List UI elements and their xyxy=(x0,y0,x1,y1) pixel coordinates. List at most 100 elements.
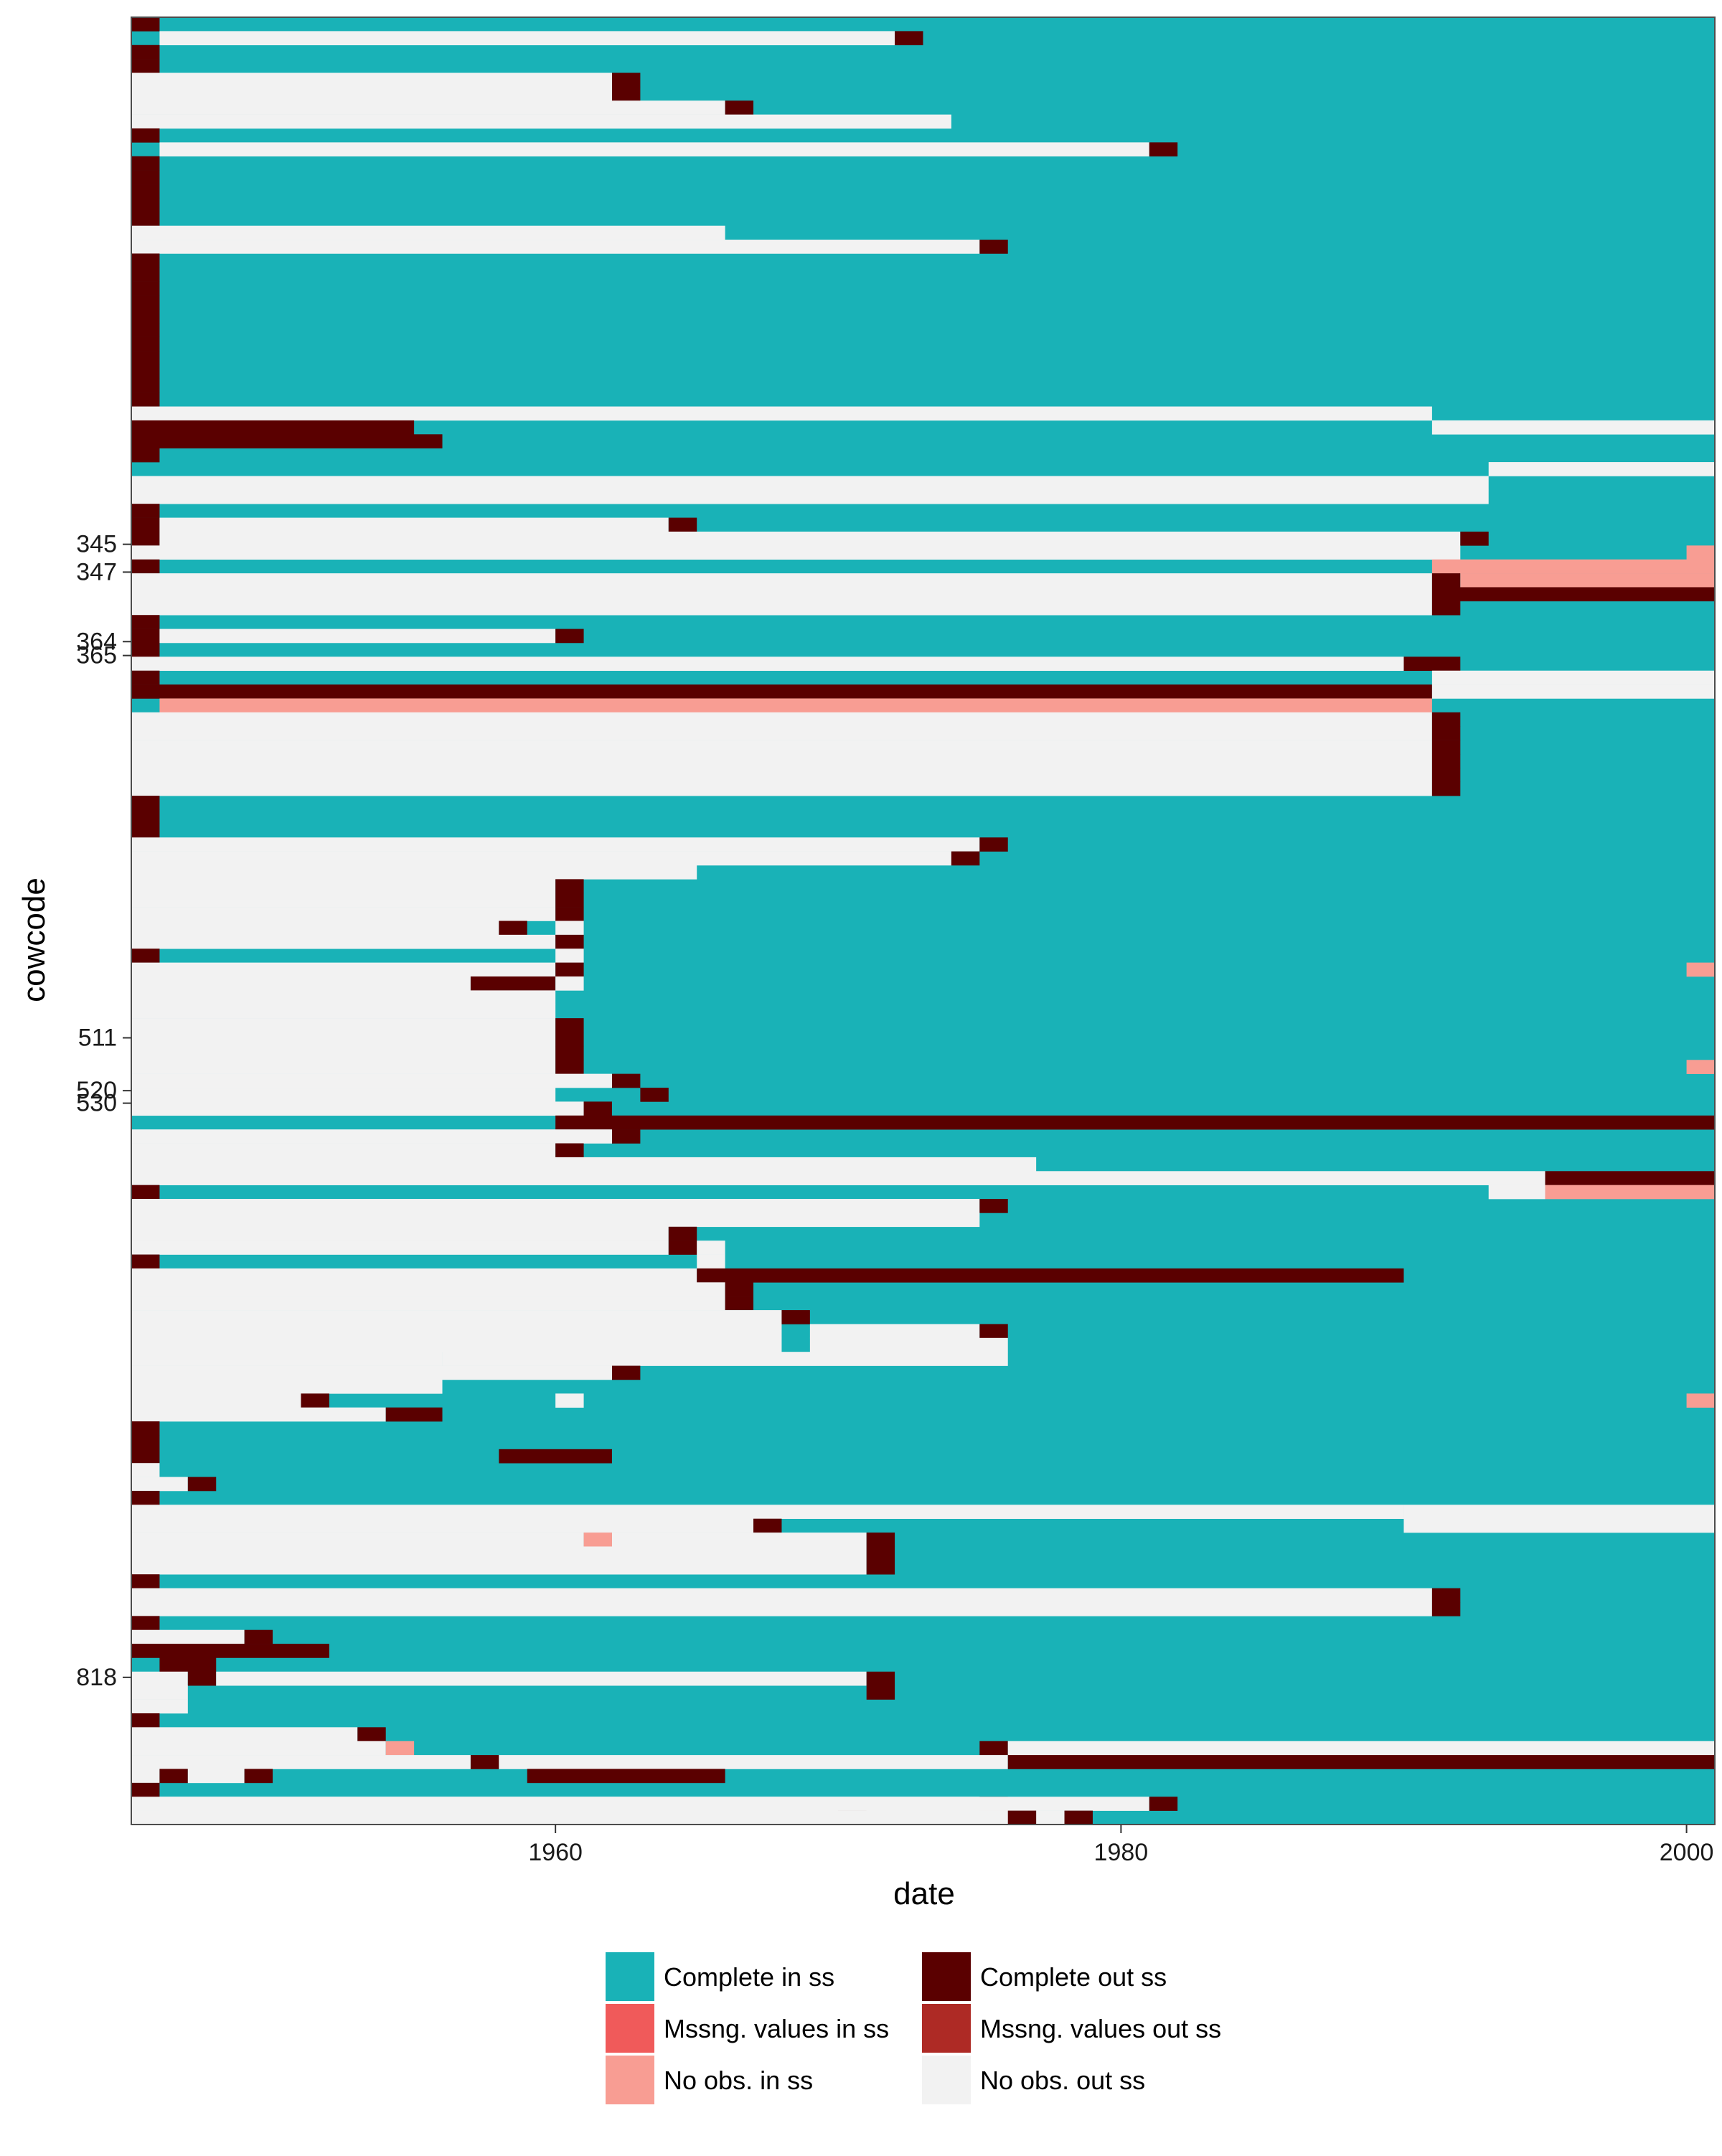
heatmap-cell-37-0 xyxy=(131,531,160,546)
heatmap-cell-89-0 xyxy=(131,1254,160,1269)
heatmap-cell-125-3 xyxy=(1007,1755,1715,1769)
heatmap-cell-63-1 xyxy=(555,893,584,908)
heatmap-cell-99-0 xyxy=(131,1393,301,1408)
heatmap-cell-126-3 xyxy=(244,1769,273,1784)
heatmap-cell-80-1 xyxy=(611,1129,641,1144)
heatmap-cell-58-0 xyxy=(131,823,160,838)
heatmap-cell-93-1 xyxy=(781,1310,810,1324)
heatmap-cell-68-1 xyxy=(555,962,584,977)
heatmap-cell-123-0 xyxy=(131,1727,358,1742)
heatmap-cell-127-0 xyxy=(131,1782,160,1797)
heatmap-cell-96-0 xyxy=(131,1352,443,1366)
heatmap-cell-77-1 xyxy=(640,1088,669,1102)
heatmap-cell-129-5 xyxy=(1007,1810,1037,1825)
heatmap-cell-84-0 xyxy=(131,1185,160,1200)
heatmap-cell-13-0 xyxy=(131,197,160,212)
heatmap-cell-18-0 xyxy=(131,267,160,282)
heatmap-cell-91-1 xyxy=(725,1282,754,1296)
heatmap-cell-67-1 xyxy=(555,948,584,963)
heatmap-cell-38-1 xyxy=(1686,545,1715,560)
heatmap-cell-98-0 xyxy=(131,1379,443,1394)
heatmap-cell-114-1 xyxy=(1431,1601,1461,1616)
heatmap-cell-36-1 xyxy=(159,517,669,532)
heatmap-cell-11-0 xyxy=(131,170,160,184)
heatmap-cell-49-0 xyxy=(159,698,1432,713)
heatmap-cell-89-1 xyxy=(697,1254,725,1269)
legend: Complete in ss Mssng. values in ss No obs.… xyxy=(604,1951,1221,2106)
heatmap-cell-62-1 xyxy=(555,879,584,894)
heatmap-cell-81-1 xyxy=(555,1143,584,1158)
heatmap-cell-107-1 xyxy=(1403,1505,1715,1520)
legend-label-min: Mssng. values in ss xyxy=(664,2014,889,2043)
heatmap-cell-29-0 xyxy=(131,420,415,435)
heatmap-cell-110-0 xyxy=(131,1546,867,1561)
legend-swatch-nout xyxy=(921,2054,972,2106)
heatmap-cell-22-0 xyxy=(131,323,160,337)
heatmap-cell-81-0 xyxy=(131,1143,556,1158)
heatmap-cell-46-1 xyxy=(1403,656,1461,672)
y-tick-label-818: 818 xyxy=(76,1664,117,1691)
heatmap-cell-68-2 xyxy=(1686,962,1715,977)
heatmap-cell-29-1 xyxy=(1431,420,1715,435)
heatmap-cell-110-1 xyxy=(866,1546,895,1561)
heatmap-cell-54-0 xyxy=(131,768,1432,783)
heatmap-cell-50-1 xyxy=(1431,712,1461,727)
heatmap-cell-32-0 xyxy=(1488,462,1715,476)
heatmap-cell-12-0 xyxy=(131,184,160,199)
legend-label-mout: Mssng. values out ss xyxy=(980,2014,1221,2043)
heatmap-cell-85-0 xyxy=(131,1199,980,1213)
heatmap-cell-122-0 xyxy=(131,1713,160,1728)
heatmap-cell-95-0 xyxy=(131,1337,782,1352)
heatmap-cell-47-1 xyxy=(1431,670,1715,685)
heatmap-cell-108-1 xyxy=(753,1518,782,1533)
heatmap-cell-60-1 xyxy=(951,851,980,866)
heatmap-cell-25-0 xyxy=(131,364,160,380)
heatmap-cell-91-0 xyxy=(131,1282,725,1296)
heatmap-cell-97-0 xyxy=(131,1365,612,1380)
y-tick-label-365: 365 xyxy=(76,642,117,669)
heatmap-cell-41-0 xyxy=(131,587,1432,602)
heatmap-cell-104-0 xyxy=(131,1463,160,1477)
heatmap-cell-20-0 xyxy=(131,295,160,310)
heatmap-cell-105-1 xyxy=(187,1477,217,1492)
heatmap-cell-111-1 xyxy=(866,1560,895,1575)
heatmap-cell-121-0 xyxy=(131,1699,188,1714)
heatmap-cell-56-0 xyxy=(131,796,160,810)
heatmap-cell-62-0 xyxy=(131,879,556,894)
heatmap-cell-31-0 xyxy=(131,448,160,463)
heatmap-cell-84-1 xyxy=(1488,1185,1545,1200)
heatmap-cell-64-0 xyxy=(131,907,556,921)
heatmap-cell-125-1 xyxy=(470,1755,499,1769)
heatmap-cell-126-0 xyxy=(131,1769,160,1784)
heatmap-cell-83-1 xyxy=(1545,1171,1715,1185)
heatmap-cell-105-0 xyxy=(131,1477,188,1492)
heatmap-cell-42-0 xyxy=(131,601,1432,616)
heatmap-cell-128-2 xyxy=(159,1797,1149,1811)
heatmap-cell-55-1 xyxy=(1431,781,1461,796)
legend-swatch-nin xyxy=(604,2054,656,2106)
heatmap-cell-14-0 xyxy=(131,212,160,226)
heatmap-cell-125-2 xyxy=(499,1755,1008,1769)
heatmap-cell-6-1 xyxy=(725,100,754,115)
heatmap-cell-23-0 xyxy=(131,336,160,352)
x-axis: 1960 1980 2000 xyxy=(528,1825,1713,1866)
heatmap-cell-40-2 xyxy=(1460,573,1715,588)
heatmap-cell-109-0 xyxy=(131,1533,584,1547)
legend-label-nin: No obs. in ss xyxy=(664,2066,813,2095)
heatmap-cell-19-0 xyxy=(131,281,160,296)
heatmap-cell-35-0 xyxy=(131,504,160,518)
heatmap-cell-52-0 xyxy=(131,740,1432,755)
heatmap-cell-103-0 xyxy=(131,1449,160,1464)
heatmap-cell-39-1 xyxy=(1431,559,1715,574)
heatmap-cell-109-2 xyxy=(611,1533,867,1547)
y-tick-label-511: 511 xyxy=(78,1025,117,1052)
heatmap-cell-87-0 xyxy=(131,1226,669,1241)
heatmap-cell-94-0 xyxy=(131,1324,782,1339)
heatmap-cell-0-0 xyxy=(131,17,160,32)
heatmap-cell-30-0 xyxy=(131,434,443,448)
heatmap-cell-76-0 xyxy=(131,1073,612,1088)
heatmap-cell-95-1 xyxy=(809,1337,1008,1352)
heatmap-cell-102-0 xyxy=(131,1435,160,1450)
heatmap-cell-53-0 xyxy=(131,753,1432,768)
